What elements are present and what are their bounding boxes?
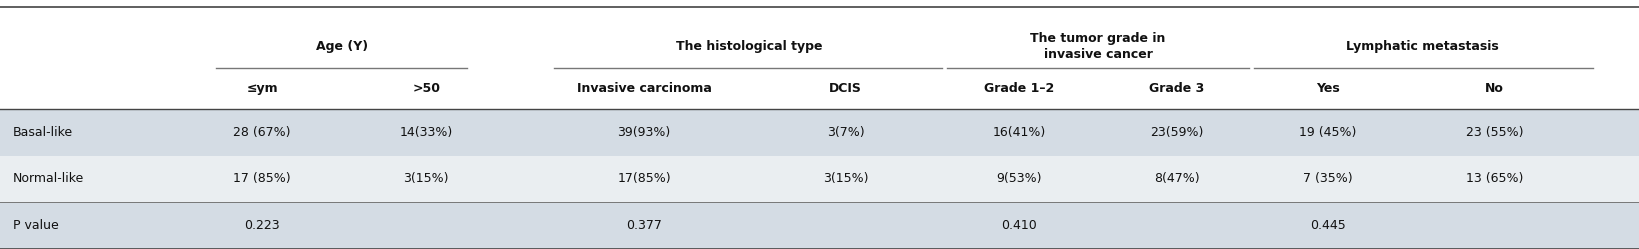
Text: 16(41%): 16(41%) — [993, 126, 1046, 139]
Text: 17(85%): 17(85%) — [618, 173, 670, 186]
Bar — [0, 109, 1639, 156]
Text: 3(15%): 3(15%) — [403, 173, 449, 186]
Text: Basal-like: Basal-like — [13, 126, 74, 139]
Bar — [0, 202, 1639, 249]
Text: 0.445: 0.445 — [1310, 219, 1346, 232]
Text: 23 (55%): 23 (55%) — [1465, 126, 1524, 139]
Text: 17 (85%): 17 (85%) — [233, 173, 292, 186]
Text: >50: >50 — [411, 82, 441, 95]
Text: 3(15%): 3(15%) — [823, 173, 869, 186]
Text: Lymphatic metastasis: Lymphatic metastasis — [1346, 40, 1500, 53]
Text: 19 (45%): 19 (45%) — [1298, 126, 1357, 139]
Text: Age (Y): Age (Y) — [316, 40, 369, 53]
Text: DCIS: DCIS — [829, 82, 862, 95]
Text: 23(59%): 23(59%) — [1151, 126, 1203, 139]
Text: 39(93%): 39(93%) — [618, 126, 670, 139]
Text: P value: P value — [13, 219, 59, 232]
Text: 28 (67%): 28 (67%) — [233, 126, 292, 139]
Text: Grade 1–2: Grade 1–2 — [985, 82, 1054, 95]
Text: 7 (35%): 7 (35%) — [1303, 173, 1352, 186]
Text: Invasive carcinoma: Invasive carcinoma — [577, 82, 711, 95]
Text: 3(7%): 3(7%) — [828, 126, 864, 139]
Text: Yes: Yes — [1316, 82, 1339, 95]
Text: 0.410: 0.410 — [1001, 219, 1037, 232]
Text: The tumor grade in
invasive cancer: The tumor grade in invasive cancer — [1031, 32, 1165, 61]
Text: 0.223: 0.223 — [244, 219, 280, 232]
Text: 13 (65%): 13 (65%) — [1465, 173, 1524, 186]
Text: Normal-like: Normal-like — [13, 173, 84, 186]
Text: Grade 3: Grade 3 — [1149, 82, 1205, 95]
Text: 8(47%): 8(47%) — [1154, 173, 1200, 186]
Text: 9(53%): 9(53%) — [997, 173, 1042, 186]
Text: No: No — [1485, 82, 1505, 95]
Text: The histological type: The histological type — [675, 40, 823, 53]
Text: ≤ym: ≤ym — [246, 82, 279, 95]
Bar — [0, 156, 1639, 202]
Text: 14(33%): 14(33%) — [400, 126, 452, 139]
Text: 0.377: 0.377 — [626, 219, 662, 232]
